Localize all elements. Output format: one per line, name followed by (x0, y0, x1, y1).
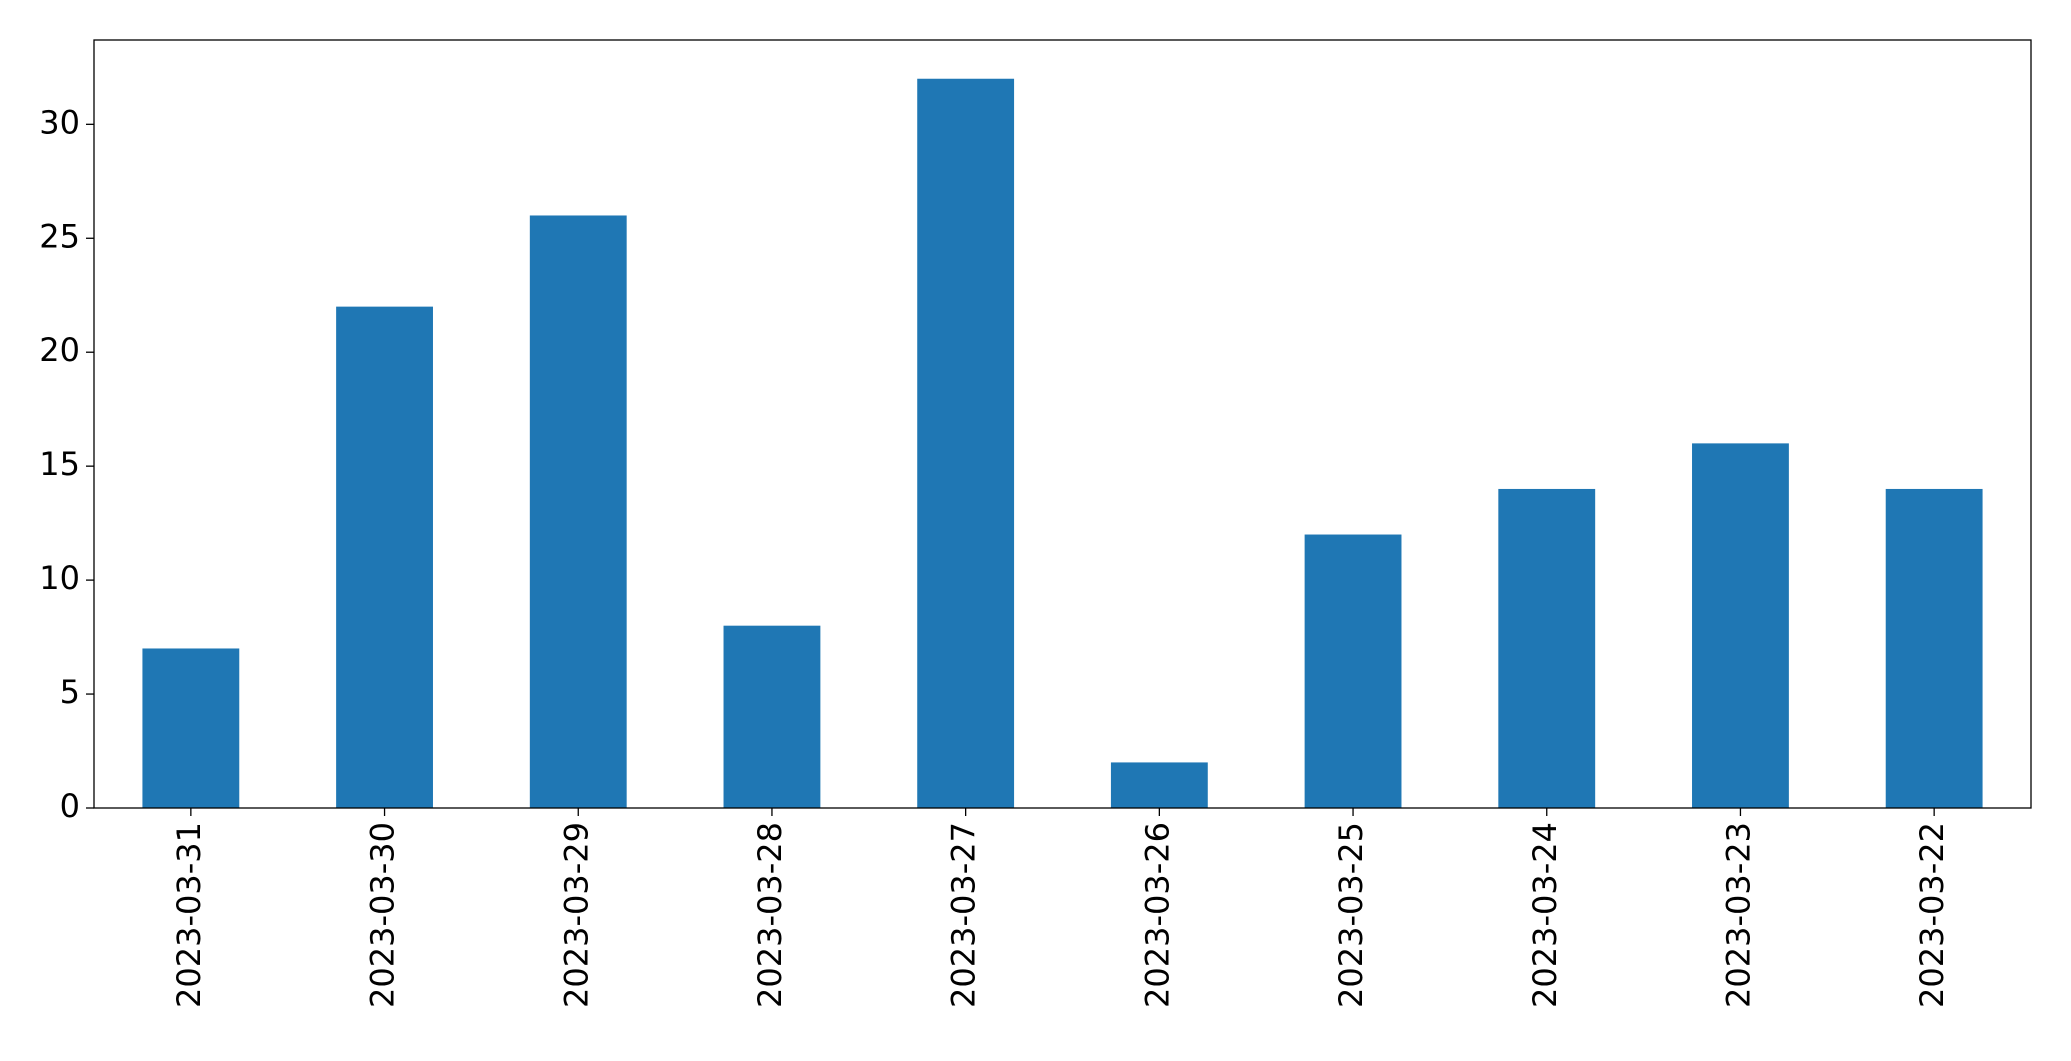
y-tick-label: 15 (39, 445, 80, 483)
bar (142, 648, 240, 808)
bar (336, 306, 433, 808)
y-tick-label: 5 (60, 673, 80, 711)
y-tick-label: 20 (39, 331, 80, 369)
x-tick-label: 2023-03-23 (1719, 822, 1757, 1008)
bar (723, 625, 821, 808)
bar (1885, 488, 1983, 808)
y-tick-label: 0 (60, 787, 80, 825)
x-tick-label: 2023-03-26 (1138, 822, 1176, 1008)
bar (529, 215, 627, 809)
x-tick-label: 2023-03-25 (1332, 822, 1370, 1008)
bar (1304, 534, 1402, 808)
plot-frame (93, 39, 2032, 809)
x-tick-label: 2023-03-30 (364, 822, 402, 1008)
x-tick-label: 2023-03-27 (945, 822, 983, 1008)
y-tick-label: 25 (39, 217, 80, 255)
y-tick-label: 10 (39, 559, 80, 597)
x-tick-label: 2023-03-31 (170, 822, 208, 1008)
bar (1110, 762, 1208, 808)
bar (917, 78, 1015, 809)
bar (1498, 488, 1596, 808)
x-tick-label: 2023-03-22 (1913, 822, 1951, 1008)
bar (1692, 443, 1789, 808)
y-tick-label: 30 (39, 103, 80, 141)
x-tick-label: 2023-03-29 (557, 822, 595, 1008)
x-tick-label: 2023-03-24 (1526, 822, 1564, 1008)
x-tick-label: 2023-03-28 (751, 822, 789, 1008)
